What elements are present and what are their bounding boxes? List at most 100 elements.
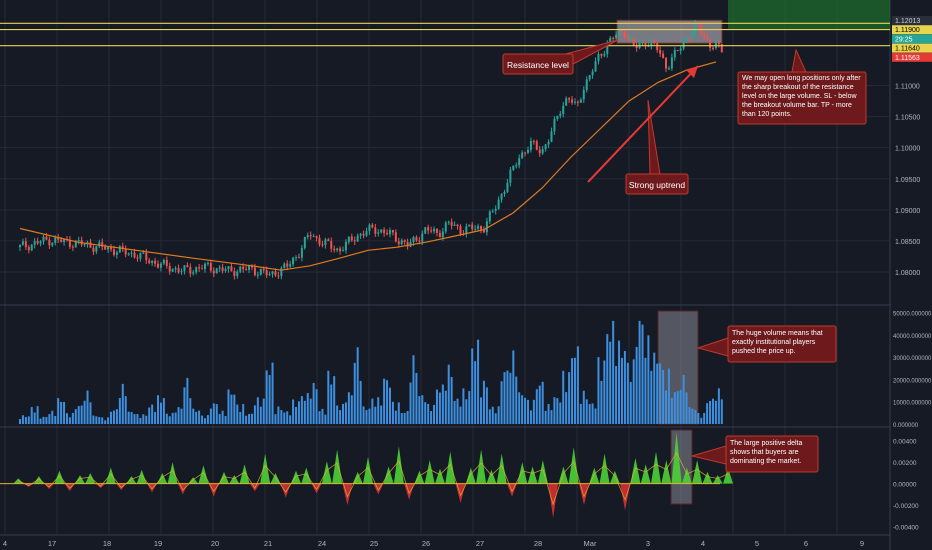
volume-bar	[582, 390, 585, 424]
delta-tick-label: -0.00200	[893, 503, 919, 510]
price-candle	[491, 210, 494, 212]
price-candle	[233, 271, 236, 277]
delta-spike	[393, 446, 404, 484]
volume-bar	[68, 417, 71, 424]
price-candle	[406, 241, 409, 247]
price-candle	[400, 240, 403, 245]
volume-bar	[259, 406, 262, 424]
delta-spike	[54, 470, 65, 484]
price-candle	[553, 118, 556, 132]
delta-spike	[126, 476, 137, 484]
price-candle	[568, 98, 571, 100]
price-candle	[415, 237, 418, 241]
volume-bar	[456, 398, 459, 424]
price-candle	[306, 235, 309, 237]
price-candle	[295, 257, 298, 259]
price-candle	[104, 246, 107, 250]
delta-spike	[363, 456, 373, 484]
delta-tick-label: 0.00200	[893, 460, 917, 467]
price-tick-label: 1.08000	[895, 270, 920, 277]
price-candle	[177, 268, 180, 273]
price-candle	[112, 249, 115, 255]
price-candle	[603, 53, 606, 56]
volume-bar	[245, 415, 248, 424]
time-tick-label: 18	[103, 539, 111, 548]
price-candle	[342, 250, 345, 252]
time-tick-label: Mar	[584, 539, 597, 548]
price-candle	[60, 239, 63, 243]
price-candle	[136, 257, 139, 259]
volume-bar	[597, 357, 600, 424]
volume-bar	[629, 381, 632, 424]
volume-bar	[480, 397, 483, 424]
time-tick-label: 19	[154, 539, 162, 548]
volume-bar	[430, 411, 433, 424]
tp-zone	[728, 0, 890, 30]
volume-bar	[142, 414, 145, 424]
price-tag	[892, 34, 932, 44]
volume-bar	[107, 417, 110, 424]
price-candle	[245, 269, 248, 271]
price-candle	[412, 237, 415, 243]
volume-bar	[709, 400, 712, 424]
price-candle	[465, 226, 468, 234]
price-candle	[711, 47, 714, 49]
volume-bar	[347, 392, 350, 424]
volume-bar	[136, 414, 139, 424]
resistance-lines	[0, 22, 890, 47]
price-candle	[280, 267, 283, 277]
price-candle	[95, 246, 98, 252]
volume-bar	[324, 414, 327, 424]
volume-bar	[665, 390, 668, 424]
time-tick-label: 28	[534, 539, 542, 548]
price-candle	[133, 252, 136, 258]
volume-bar	[606, 334, 609, 424]
price-candle	[532, 141, 535, 143]
price-candle	[227, 266, 230, 270]
price-candle	[521, 152, 524, 159]
price-candle	[588, 75, 591, 80]
delta-callout	[725, 435, 819, 473]
volume-bar	[344, 402, 347, 424]
delta-spike	[435, 468, 445, 484]
volume-bar	[438, 392, 441, 424]
price-candle	[591, 71, 594, 76]
price-candle	[347, 236, 350, 242]
volume-bar	[51, 410, 54, 424]
price-candle	[485, 221, 488, 233]
price-candle	[673, 49, 676, 58]
price-candle	[600, 53, 603, 56]
price-candle	[541, 149, 544, 154]
price-candle	[509, 169, 512, 183]
price-candle	[494, 208, 497, 211]
price-candle	[83, 244, 86, 246]
price-candle	[239, 266, 242, 272]
price-tick-label: 1.09000	[895, 208, 920, 215]
price-candle	[110, 247, 113, 250]
price-candle	[632, 37, 635, 46]
delta-spike	[177, 483, 188, 495]
volume-bar	[371, 398, 374, 424]
price-candle	[327, 239, 330, 242]
strategy-callout	[737, 71, 867, 125]
price-candle	[459, 226, 462, 234]
price-candle	[121, 246, 124, 249]
volume-bar	[271, 362, 274, 424]
volume-bar	[676, 391, 679, 424]
volume-bar	[700, 417, 703, 424]
delta-spike	[548, 483, 559, 519]
ma-line	[19, 61, 717, 271]
price-candle	[709, 39, 712, 48]
price-candle	[33, 241, 36, 245]
volume-bar	[227, 389, 230, 424]
volume-bar	[127, 411, 130, 424]
volume-bar	[632, 359, 635, 424]
price-candle	[518, 158, 521, 166]
volume-bar	[368, 408, 371, 424]
volume-bar	[286, 411, 289, 424]
volume-bar	[509, 372, 512, 424]
volume-bar	[485, 387, 488, 424]
volume-bar	[42, 416, 45, 424]
volume-bar	[688, 407, 691, 424]
